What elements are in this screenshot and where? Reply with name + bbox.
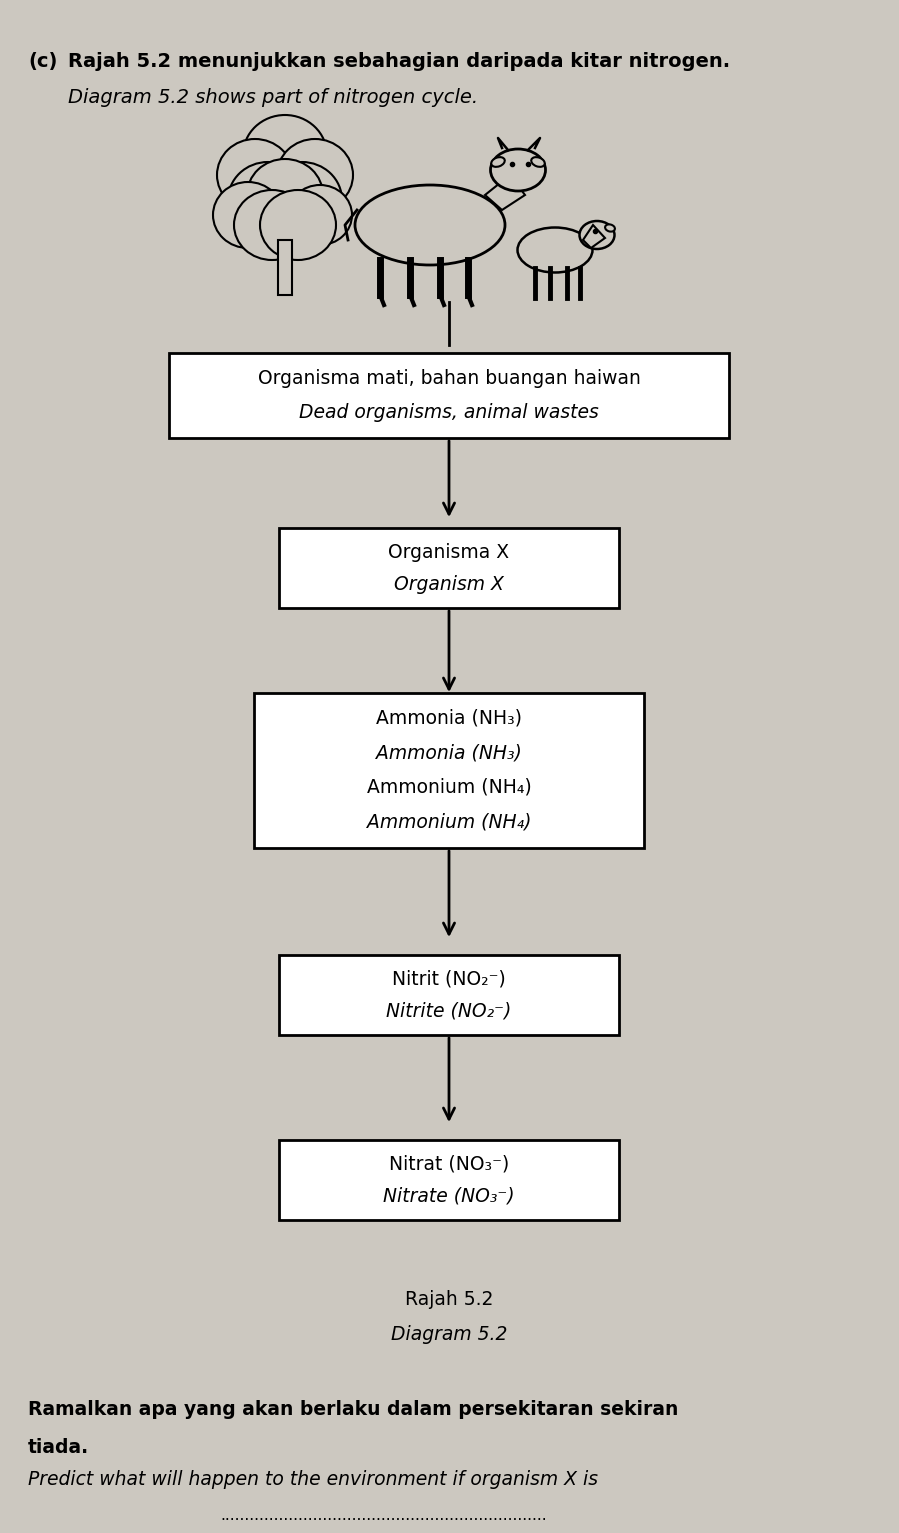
- Ellipse shape: [234, 190, 310, 261]
- Text: tiada.: tiada.: [28, 1438, 89, 1456]
- Text: Organism X: Organism X: [394, 575, 504, 593]
- Text: Ramalkan apa yang akan berlaku dalam persekitaran sekiran: Ramalkan apa yang akan berlaku dalam per…: [28, 1400, 679, 1420]
- Text: Ammonia (NH₃): Ammonia (NH₃): [376, 708, 522, 728]
- Text: Nitrat (NO₃⁻): Nitrat (NO₃⁻): [389, 1154, 509, 1173]
- Ellipse shape: [247, 159, 323, 231]
- Text: Dead organisms, animal wastes: Dead organisms, animal wastes: [299, 403, 599, 422]
- Text: Predict what will happen to the environment if organism X is: Predict what will happen to the environm…: [28, 1470, 598, 1489]
- FancyBboxPatch shape: [279, 955, 619, 1035]
- Ellipse shape: [213, 182, 283, 248]
- Text: Organisma mati, bahan buangan haiwan: Organisma mati, bahan buangan haiwan: [257, 368, 640, 388]
- Polygon shape: [583, 225, 605, 248]
- Text: Rajah 5.2: Rajah 5.2: [405, 1289, 494, 1309]
- Text: Ammonium (NH₄): Ammonium (NH₄): [367, 812, 531, 831]
- Ellipse shape: [243, 115, 327, 195]
- Text: Rajah 5.2 menunjukkan sebahagian daripada kitar nitrogen.: Rajah 5.2 menunjukkan sebahagian daripad…: [68, 52, 730, 71]
- Text: Nitrit (NO₂⁻): Nitrit (NO₂⁻): [392, 969, 506, 989]
- Text: Nitrate (NO₃⁻): Nitrate (NO₃⁻): [383, 1187, 515, 1205]
- Ellipse shape: [518, 227, 592, 273]
- FancyBboxPatch shape: [279, 527, 619, 609]
- Text: Nitrite (NO₂⁻): Nitrite (NO₂⁻): [387, 1001, 512, 1021]
- Ellipse shape: [580, 221, 615, 248]
- Text: Diagram 5.2 shows part of nitrogen cycle.: Diagram 5.2 shows part of nitrogen cycle…: [68, 87, 478, 107]
- Text: Organisma X: Organisma X: [388, 543, 510, 561]
- Ellipse shape: [491, 158, 504, 167]
- Ellipse shape: [262, 162, 342, 238]
- FancyBboxPatch shape: [254, 693, 644, 848]
- Ellipse shape: [228, 162, 308, 238]
- Text: ...................................................................: ........................................…: [220, 1508, 547, 1522]
- Polygon shape: [485, 175, 525, 210]
- Ellipse shape: [531, 158, 545, 167]
- Ellipse shape: [605, 224, 615, 231]
- Ellipse shape: [355, 185, 505, 265]
- Text: Diagram 5.2: Diagram 5.2: [391, 1325, 507, 1344]
- Ellipse shape: [260, 190, 336, 261]
- Ellipse shape: [217, 140, 293, 212]
- Ellipse shape: [491, 149, 546, 192]
- FancyBboxPatch shape: [278, 241, 292, 294]
- FancyBboxPatch shape: [279, 1141, 619, 1220]
- FancyBboxPatch shape: [169, 353, 729, 437]
- Text: Ammonium (NH₄): Ammonium (NH₄): [367, 777, 531, 797]
- Text: Ammonia (NH₃): Ammonia (NH₃): [376, 744, 522, 762]
- Text: (c): (c): [28, 52, 58, 71]
- Ellipse shape: [277, 140, 353, 212]
- Ellipse shape: [288, 185, 352, 245]
